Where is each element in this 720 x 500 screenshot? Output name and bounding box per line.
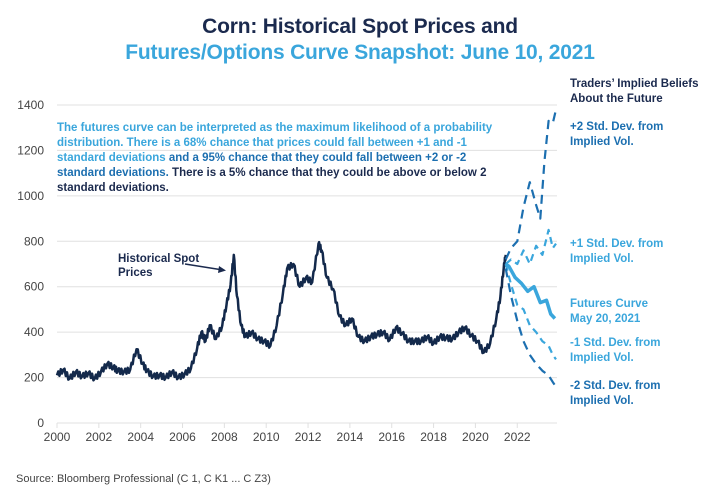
x-tick-label: 2002 [85, 430, 112, 444]
series-lines [55, 109, 558, 388]
y-tick-label: 1000 [17, 189, 44, 203]
x-tick-label: 2008 [211, 430, 238, 444]
x-tick-label: 2016 [378, 430, 405, 444]
y-tick-label: 200 [24, 371, 44, 385]
legend-futures: Futures Curve May 20, 2021 [570, 298, 648, 325]
y-tick-label: 0 [37, 416, 44, 430]
arrow-line [184, 263, 224, 271]
y-tick-label: 400 [24, 325, 44, 339]
series-minus2-line [504, 268, 557, 388]
legend-plus2: +2 Std. Dev. from Implied Vol. [570, 121, 664, 148]
series-spot-line [55, 240, 507, 382]
note-part-3: There is a 5% chance that they could be … [57, 167, 487, 194]
y-tick-label: 600 [24, 280, 44, 294]
x-tick-label: 2010 [253, 430, 280, 444]
series-futures-line [504, 262, 557, 320]
x-tick-label: 2000 [44, 430, 71, 444]
gridlines [57, 104, 557, 424]
y-tick-label: 800 [24, 234, 44, 248]
spot-annotation-arrow [184, 263, 226, 273]
note-part-2: and a 95% chance that they could fall be… [57, 152, 467, 179]
legend-header: Traders’ Implied Beliefs About the Futur… [570, 78, 699, 105]
x-tick-label: 2022 [504, 430, 531, 444]
x-tick-label: 2004 [127, 430, 154, 444]
spot-label: Historical Spot Prices [118, 253, 200, 279]
x-tick-label: 2020 [462, 430, 489, 444]
x-axis-ticks: 2000 2002 2004 2006 2008 2010 2012 2014 2016 2018… [44, 423, 531, 444]
x-tick-label: 2018 [420, 430, 447, 444]
x-tick-label: 2012 [295, 430, 322, 444]
series-minus1-line [504, 263, 557, 361]
legend-minus1: -1 Std. Dev. from Implied Vol. [570, 337, 661, 364]
legend-plus1: +1 Std. Dev. from Implied Vol. [570, 238, 664, 265]
y-axis-ticks: 0 200 400 600 800 1000 1200 1400 [17, 98, 44, 430]
chart-title-line1: Corn: Historical Spot Prices and [202, 15, 518, 38]
legend-minus2: -2 Std. Dev. from Implied Vol. [570, 380, 661, 407]
chart-title-line2: Futures/Options Curve Snapshot: June 10,… [125, 41, 595, 64]
y-tick-label: 1400 [17, 98, 44, 112]
note-part-1: The futures curve can be interpreted as … [57, 122, 493, 164]
probability-note: The futures curve can be interpreted as … [57, 121, 517, 196]
series-plus2-line [504, 109, 558, 260]
y-tick-label: 1200 [17, 143, 44, 157]
series-plus1-line [504, 228, 557, 266]
x-tick-label: 2014 [337, 430, 364, 444]
arrow-head [218, 266, 226, 273]
source-note: Source: Bloomberg Professional (C 1, C K… [16, 473, 271, 485]
x-tick-label: 2006 [169, 430, 196, 444]
